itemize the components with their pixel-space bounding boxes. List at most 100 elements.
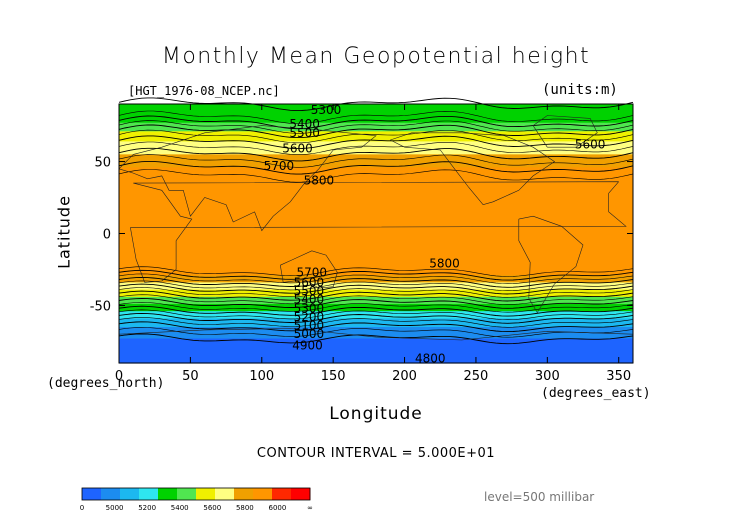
heat-band: [119, 273, 633, 276]
x-tick-label: 0: [115, 369, 123, 384]
contour-label: 5600: [282, 142, 313, 156]
heat-band: [119, 347, 633, 350]
contour-line: [118, 160, 634, 175]
heat-band: [119, 219, 633, 222]
heat-band: [119, 206, 633, 209]
heat-band: [119, 311, 633, 314]
heat-band: [119, 319, 633, 322]
heat-band: [119, 157, 633, 160]
colorbar-segment: [120, 488, 140, 500]
heat-band: [119, 276, 633, 279]
heat-band: [119, 329, 633, 332]
heat-band: [119, 226, 633, 229]
contour-line: [118, 120, 634, 134]
contour-label: 5800: [429, 257, 460, 271]
heat-band: [119, 358, 633, 361]
heat-band: [119, 321, 633, 324]
heat-band: [119, 351, 633, 354]
heat-band: [119, 338, 633, 341]
colorbar-segment: [158, 488, 178, 500]
heat-band: [119, 265, 633, 268]
heat-band: [119, 148, 633, 151]
contour-line: [118, 333, 634, 345]
heat-band: [119, 315, 633, 318]
heat-band: [119, 221, 633, 225]
colorbar-tick-label: 6000: [269, 504, 287, 512]
heat-band: [119, 246, 633, 249]
colorbar-tick-label: 5000: [106, 504, 124, 512]
heat-band: [119, 174, 633, 177]
colorbar-tick-label: 5400: [171, 504, 189, 512]
heat-band: [119, 296, 633, 299]
heat-band: [119, 213, 633, 216]
heat-band: [119, 112, 633, 115]
heat-band: [119, 161, 633, 164]
y-tick-label: -50: [90, 299, 111, 314]
contour-label: 5300: [294, 301, 325, 315]
heat-band: [119, 220, 633, 223]
contour-line: [118, 135, 634, 150]
coastline: [532, 115, 598, 148]
heat-band: [119, 188, 633, 191]
heat-band: [119, 165, 633, 168]
contour-line: [118, 287, 634, 298]
heat-band: [119, 283, 633, 286]
heat-band: [119, 250, 633, 253]
contour-line: [118, 154, 634, 168]
coastline: [118, 328, 634, 341]
heat-band: [119, 360, 633, 363]
heat-band: [119, 158, 633, 161]
heat-band: [119, 355, 633, 358]
heat-band: [119, 181, 633, 184]
heat-band: [119, 327, 633, 330]
heat-band: [119, 204, 633, 207]
contour-label: 5400: [289, 117, 320, 131]
x-axis-label: Longitude: [329, 404, 423, 424]
contour-line: [118, 277, 634, 288]
contour-label: 5700: [264, 159, 295, 173]
y-tick-label: 50: [94, 156, 111, 171]
heat-band: [119, 331, 633, 334]
heat-band: [119, 118, 633, 121]
heat-band: [119, 155, 633, 158]
contour-line: [118, 298, 634, 309]
contour-line: [118, 110, 634, 125]
contour-line: [118, 273, 634, 285]
heat-band: [119, 196, 633, 199]
heat-band: [119, 223, 633, 226]
heat-band: [119, 255, 633, 258]
heat-band: [119, 247, 633, 250]
colorbar-tick-label: 5200: [138, 504, 156, 512]
coastline: [518, 215, 584, 314]
x-tick-label: 200: [392, 369, 417, 384]
heat-band: [119, 341, 633, 344]
heat-band: [119, 282, 633, 285]
contour-line: [118, 129, 634, 144]
heat-band: [119, 187, 633, 190]
heat-band: [119, 224, 633, 227]
contour-line: [118, 124, 634, 139]
heat-band: [119, 304, 633, 307]
coastline: [390, 132, 556, 206]
colorbar-segment: [177, 488, 197, 500]
heat-band: [119, 348, 633, 351]
heat-band: [119, 293, 633, 296]
contour-interval-label: CONTOUR INTERVAL = 5.000E+01: [256, 446, 496, 461]
heat-band: [119, 184, 633, 187]
heat-band: [119, 122, 633, 125]
heat-band: [119, 357, 633, 360]
heat-band: [119, 108, 633, 111]
contour-label: 5300: [311, 103, 342, 117]
contour-label: 5000: [294, 327, 325, 341]
colorbar-segment: [253, 488, 273, 500]
heat-band: [119, 242, 633, 245]
heat-band: [119, 309, 633, 312]
heat-band: [119, 211, 633, 214]
heat-band: [119, 168, 633, 171]
heat-band: [119, 170, 633, 173]
heat-band: [119, 121, 633, 124]
heat-band: [119, 183, 633, 186]
heat-band: [119, 214, 633, 217]
chart-title: Monthly Mean Geopotential height: [161, 44, 591, 69]
